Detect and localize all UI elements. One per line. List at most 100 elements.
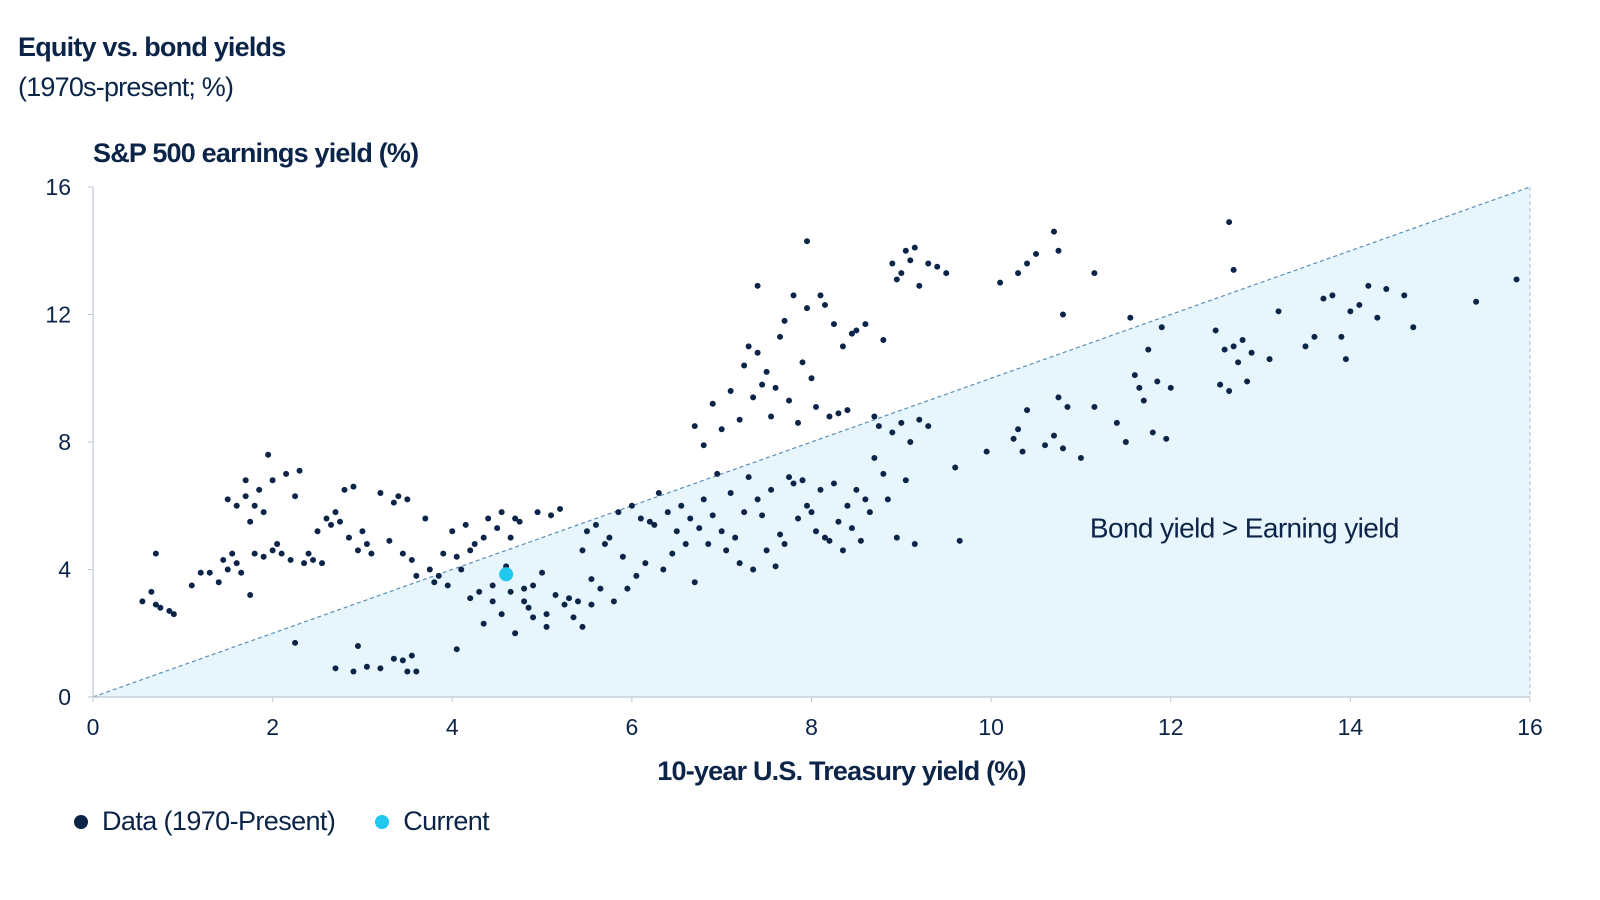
data-point <box>839 343 846 350</box>
data-point <box>902 247 909 254</box>
data-point <box>413 572 420 579</box>
data-point <box>804 305 811 312</box>
data-point <box>566 595 573 602</box>
data-point <box>709 512 716 519</box>
data-point <box>1230 266 1237 273</box>
data-point <box>471 541 478 547</box>
data-point <box>579 623 586 630</box>
data-point <box>804 502 811 509</box>
data-point <box>314 528 321 535</box>
data-point <box>911 244 918 251</box>
axis-ticks: 0 2 4 6 8 10 12 14 16 0 4 8 12 16 <box>45 174 1542 740</box>
data-point <box>242 477 249 484</box>
data-point <box>350 483 357 490</box>
data-point <box>1042 442 1049 449</box>
data-point <box>880 337 887 343</box>
data-point <box>889 429 896 436</box>
data-point <box>844 407 851 414</box>
data-point <box>1374 314 1381 321</box>
data-point <box>476 588 483 595</box>
data-point <box>795 515 802 522</box>
x-tick-label: 12 <box>1158 714 1184 740</box>
data-point <box>332 665 339 672</box>
data-point <box>1149 429 1156 436</box>
data-point <box>583 528 590 535</box>
data-point <box>1244 378 1251 385</box>
data-point <box>206 569 213 576</box>
data-point <box>354 547 361 554</box>
data-point <box>561 601 568 608</box>
data-point <box>678 502 685 509</box>
data-point <box>1212 327 1219 334</box>
data-point <box>1064 403 1071 410</box>
data-point <box>260 509 267 516</box>
data-point <box>278 550 285 557</box>
data-point <box>1024 260 1031 267</box>
legend-item-current: Current <box>375 806 490 837</box>
data-point <box>260 553 267 560</box>
data-point <box>489 598 496 605</box>
data-point <box>269 547 276 554</box>
data-point <box>485 515 492 522</box>
data-point <box>732 534 739 541</box>
data-point <box>1113 419 1120 426</box>
data-point <box>673 528 680 535</box>
data-point <box>363 663 370 670</box>
data-point <box>507 534 514 541</box>
current-point <box>499 567 514 582</box>
data-point <box>440 550 447 557</box>
data-point <box>265 451 272 458</box>
x-tick-label: 2 <box>266 714 279 740</box>
x-tick-label: 14 <box>1338 714 1364 740</box>
data-point <box>408 556 415 563</box>
data-point <box>512 515 519 522</box>
data-point <box>1311 333 1318 340</box>
data-point <box>745 474 752 481</box>
y-tick-label: 12 <box>45 302 71 328</box>
data-point <box>857 537 864 544</box>
data-point <box>1140 397 1147 404</box>
x-tick-label: 10 <box>978 714 1004 740</box>
data-point <box>1230 343 1237 350</box>
data-point <box>736 560 743 567</box>
data-point <box>839 547 846 554</box>
data-point <box>804 238 811 245</box>
data-point <box>363 541 370 547</box>
data-point <box>808 509 815 516</box>
data-point <box>570 614 577 621</box>
data-point <box>871 413 878 420</box>
chart-title: Equity vs. bond yields <box>18 32 286 62</box>
data-point <box>242 493 249 500</box>
data-point <box>1239 337 1246 343</box>
data-point <box>902 477 909 484</box>
data-point <box>292 493 299 500</box>
data-point <box>741 362 748 369</box>
x-tick-label: 8 <box>805 714 818 740</box>
data-point <box>723 547 730 554</box>
data-point <box>1122 439 1129 445</box>
legend: Data (1970-Present) Current <box>74 806 529 837</box>
data-point <box>579 547 586 554</box>
data-point <box>1024 407 1031 414</box>
data-point <box>777 333 784 340</box>
data-point <box>453 646 460 653</box>
data-point <box>152 550 159 557</box>
y-axis-label: S&P 500 earnings yield (%) <box>93 138 418 168</box>
data-point <box>821 534 828 541</box>
data-point <box>624 585 631 592</box>
data-point <box>646 518 653 525</box>
data-point <box>893 534 900 541</box>
data-point <box>1356 301 1363 308</box>
data-point <box>170 611 177 618</box>
data-point <box>224 566 231 573</box>
data-point <box>345 534 352 541</box>
data-point <box>745 343 752 350</box>
data-point <box>884 496 891 503</box>
data-point <box>848 330 855 337</box>
data-point <box>907 439 914 445</box>
data-point <box>332 509 339 516</box>
data-point <box>687 515 694 522</box>
data-point <box>853 486 860 493</box>
data-point <box>660 566 667 573</box>
data-point <box>422 515 429 522</box>
